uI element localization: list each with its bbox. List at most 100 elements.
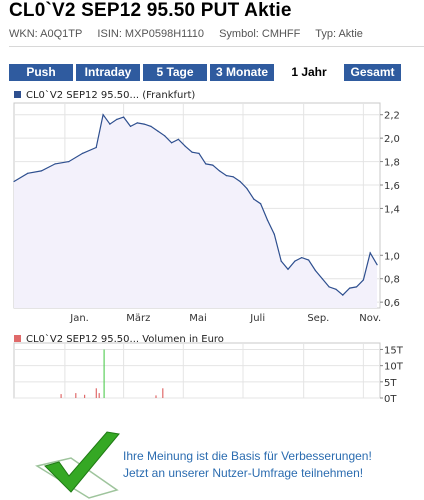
price-point-34 [287, 268, 289, 270]
tab-intraday[interactable]: Intraday [76, 64, 140, 81]
price-point-15 [157, 130, 159, 132]
price-point-21 [198, 152, 200, 154]
price-point-24 [218, 170, 221, 172]
price-point-30 [260, 203, 262, 205]
price-x-tick-label-1: März [126, 313, 150, 324]
price-point-22 [205, 163, 207, 165]
volume-y-tick-label-3: 0T [384, 394, 397, 405]
tab-5-tage[interactable]: 5 Tage [143, 64, 207, 81]
price-point-13 [143, 123, 145, 125]
price-point-47 [376, 264, 378, 266]
price-point-46 [369, 252, 371, 254]
price-y-tick-label-3: 1,6 [384, 181, 400, 192]
price-point-32 [273, 233, 275, 235]
price-point-4 [68, 161, 70, 163]
price-area-fill [14, 114, 378, 308]
survey-banner[interactable]: Ihre Meinung ist die Basis für Verbesser… [9, 426, 424, 499]
tab-3-monate[interactable]: 3 Monate [210, 64, 274, 81]
price-point-20 [191, 151, 193, 153]
volume-plot-area [13, 342, 381, 399]
volume-bar-5 [103, 349, 105, 398]
price-point-9 [116, 118, 118, 120]
volume-bar-7 [162, 388, 164, 398]
volume-y-tick-label-2: 5T [384, 378, 397, 389]
checkmark-icon [35, 431, 120, 499]
volume-bar-3 [95, 388, 97, 398]
price-y-tick-label-5: 1,0 [384, 251, 400, 262]
volume-legend: CL0`V2 SEP12 95.50... Volumen in Euro [14, 334, 224, 345]
price-y-tick-label-1: 2,0 [384, 134, 400, 145]
price-point-0 [13, 180, 15, 183]
price-point-38 [314, 269, 316, 272]
price-point-16 [164, 135, 166, 137]
price-y-tick-label-6: 0,8 [384, 275, 400, 286]
price-y-tick-label-0: 2,2 [384, 111, 400, 122]
price-point-26 [232, 176, 234, 178]
price-point-40 [328, 286, 330, 288]
price-x-tick-label-3: Juli [249, 313, 265, 324]
volume-y-tick-label-0: 15T [384, 345, 404, 356]
price-x-tick-label-0: Jan. [69, 313, 89, 324]
volume-bar-2 [84, 394, 86, 398]
symbol-label: Symbol: CMHFF [219, 28, 301, 40]
price-point-11 [129, 125, 132, 127]
price-point-23 [212, 164, 214, 166]
price-point-5 [81, 152, 84, 154]
volume-bar-1 [75, 393, 77, 398]
tab-1-jahr[interactable]: 1 Jahr [277, 64, 341, 81]
survey-line-2: Jetzt an unserer Nutzer-Umfrage teilnehm… [123, 466, 364, 480]
price-legend-swatch [14, 91, 21, 98]
price-point-12 [136, 122, 138, 124]
volume-bar-0 [60, 394, 62, 398]
price-point-7 [102, 114, 104, 116]
price-point-33 [280, 260, 282, 262]
volume-y-tick-label-1: 10T [384, 362, 404, 373]
price-point-44 [355, 286, 358, 288]
price-legend: CL0`V2 SEP12 95.50... (Frankfurt) [14, 90, 195, 101]
volume-bar-6 [155, 395, 157, 398]
price-point-18 [177, 138, 179, 140]
price-chart: 2,2 2,0 1,8 1,6 1,4 1,0 0,8 0,6 Jan. März Mai Juli S… [13, 102, 400, 324]
price-point-45 [362, 279, 364, 281]
price-point-29 [253, 198, 255, 200]
price-y-tick-label-4: 1,4 [384, 204, 400, 215]
price-point-35 [294, 260, 296, 262]
wkn-label: WKN: A0Q1TP [9, 28, 83, 40]
type-label: Typ: Aktie [315, 28, 363, 40]
price-point-37 [308, 259, 310, 261]
price-point-28 [246, 187, 248, 190]
price-point-6 [95, 146, 97, 149]
price-series-line [13, 113, 378, 296]
price-x-tick-label-4: Sep. [307, 313, 329, 324]
price-legend-label: CL0`V2 SEP12 95.50... (Frankfurt) [26, 90, 196, 101]
price-point-14 [150, 125, 152, 127]
price-point-3 [54, 163, 56, 165]
tab-gesamt[interactable]: Gesamt [344, 64, 401, 81]
volume-chart: 15T 10T 5T 0T [13, 342, 404, 405]
price-point-1 [27, 172, 29, 174]
page-title: CL0`V2 SEP12 95.50 PUT Aktie [9, 0, 292, 21]
price-point-43 [349, 287, 351, 289]
price-point-36 [301, 257, 303, 259]
price-x-tick-label-5: Nov. [359, 313, 381, 324]
survey-text[interactable]: Ihre Meinung ist die Basis für Verbesser… [123, 448, 372, 482]
price-x-tick-label-2: Mai [189, 313, 207, 324]
price-y-tick-label-7: 0,6 [384, 298, 400, 309]
price-point-25 [225, 175, 227, 177]
survey-line-1: Ihre Meinung ist die Basis für Verbesser… [123, 449, 372, 463]
price-point-10 [123, 116, 125, 118]
price-point-8 [109, 123, 111, 125]
price-point-31 [266, 219, 269, 221]
price-point-42 [342, 294, 344, 296]
timeframe-tabs: Push Intraday 5 Tage 3 Monate 1 Jahr Ges… [9, 64, 424, 81]
security-meta: WKN: A0Q1TP ISIN: MXP0598H1110 Symbol: C… [9, 28, 424, 47]
tab-push[interactable]: Push [9, 64, 73, 81]
price-point-41 [335, 288, 337, 290]
price-y-tick-label-2: 1,8 [384, 158, 400, 169]
price-point-2 [40, 170, 43, 172]
price-point-17 [171, 142, 173, 144]
price-point-19 [184, 145, 186, 147]
isin-label: ISIN: MXP0598H1110 [97, 28, 205, 40]
volume-legend-label: CL0`V2 SEP12 95.50... Volumen in Euro [26, 334, 224, 345]
price-point-27 [239, 180, 241, 183]
